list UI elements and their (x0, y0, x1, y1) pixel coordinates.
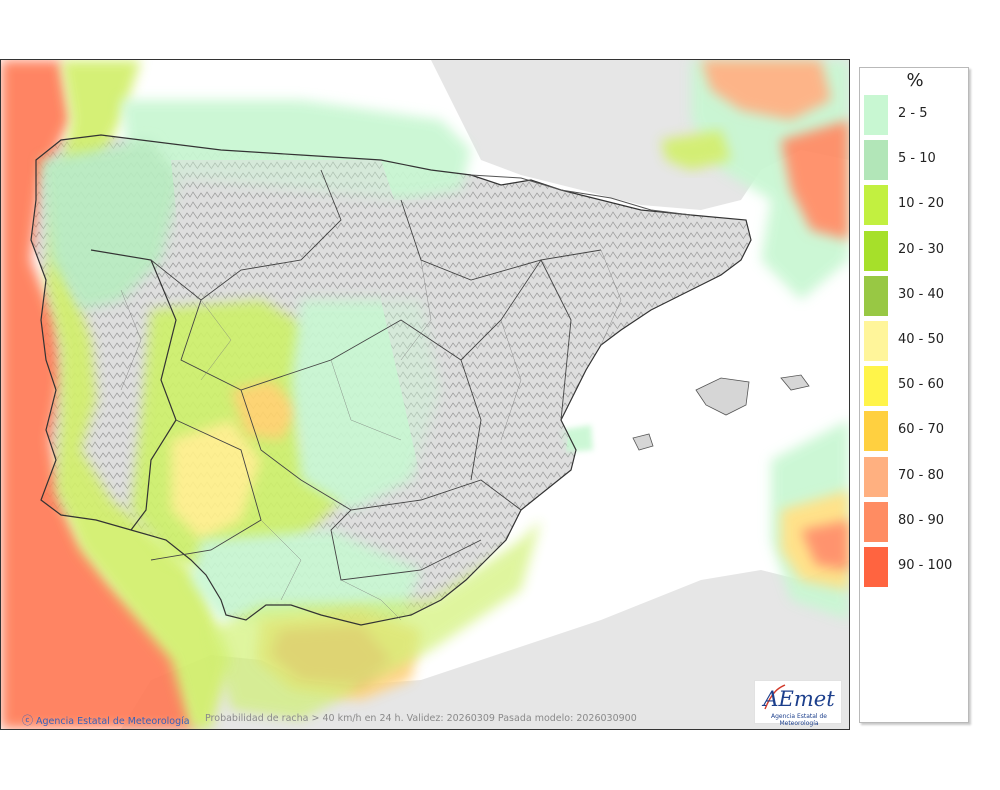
legend-swatch (864, 95, 888, 135)
aemet-logo-mark: AEmet (761, 684, 835, 711)
legend-swatch (864, 547, 888, 587)
legend-swatch (864, 185, 888, 226)
legend-swatch (864, 321, 888, 361)
legend-label: 70 - 80 (898, 467, 945, 483)
legend-item: 50 - 60 (864, 366, 968, 407)
map-canvas (1, 60, 849, 729)
legend-item: 30 - 40 (864, 275, 968, 316)
legend-item: 40 - 50 (864, 321, 968, 361)
map-caption: Probabilidad de racha > 40 km/h en 24 h.… (205, 713, 637, 724)
svg-text:AEmet: AEmet (761, 687, 835, 711)
legend-label: 2 - 5 (898, 106, 928, 121)
legend-label: 20 - 30 (898, 241, 945, 257)
legend-label: 50 - 60 (898, 377, 945, 393)
legend-label: 80 - 90 (898, 512, 945, 528)
legend: % 2 - 5 5 - 10 10 - 20 20 - 30 30 - 40 40 - 5… (859, 67, 969, 723)
legend-swatch (864, 275, 888, 316)
legend-item: 60 - 70 (864, 411, 968, 452)
aemet-logo-subtitle: Agencia Estatal de Meteorología (770, 713, 827, 727)
legend-item: 90 - 100 (864, 547, 968, 587)
copyright-icon: ⓒ (22, 714, 33, 727)
legend-swatch (864, 366, 888, 407)
aemet-logo: AEmet Agencia Estatal de Meteorología (754, 680, 842, 727)
legend-swatch (864, 456, 888, 497)
legend-item: 80 - 90 (864, 501, 968, 542)
legend-label: 90 - 100 (898, 558, 953, 573)
legend-label: 40 - 50 (898, 332, 945, 347)
legend-label: 5 - 10 (898, 151, 936, 167)
credit-text: Agencia Estatal de Meteorología (36, 716, 190, 727)
legend-label: 30 - 40 (898, 286, 945, 302)
legend-item: 20 - 30 (864, 230, 968, 271)
legend-label: 10 - 20 (898, 196, 945, 212)
legend-item: 5 - 10 (864, 140, 968, 181)
probability-map[interactable] (0, 59, 850, 730)
legend-swatch (864, 501, 888, 542)
credit: ⓒ Agencia Estatal de Meteorología (22, 712, 190, 728)
legend-swatch (864, 411, 888, 452)
legend-item: 70 - 80 (864, 456, 968, 497)
legend-label: 60 - 70 (898, 422, 945, 438)
legend-item: 10 - 20 (864, 185, 968, 226)
legend-swatch (864, 230, 888, 271)
legend-title: % (906, 70, 924, 91)
legend-swatch (864, 140, 888, 181)
legend-item: 2 - 5 (864, 95, 968, 135)
